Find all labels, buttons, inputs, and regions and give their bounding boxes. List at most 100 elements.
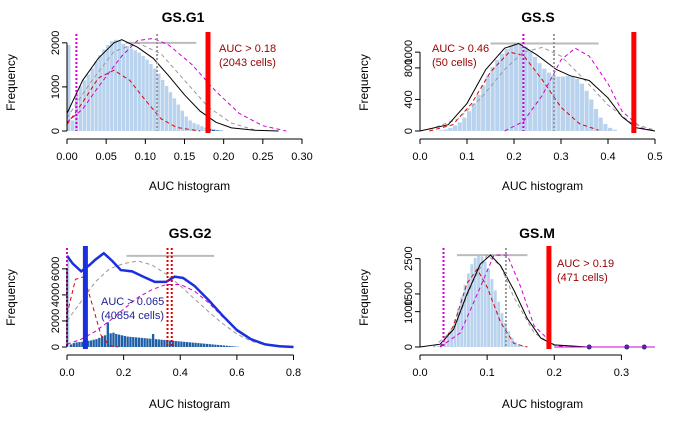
histogram-bar xyxy=(112,332,115,347)
histogram-bar xyxy=(234,346,237,347)
x-tick-label: 0.2 xyxy=(116,367,131,379)
histogram-bar xyxy=(194,342,197,347)
histogram-bar xyxy=(503,322,507,347)
histogram-bar xyxy=(448,127,453,131)
fit-curve xyxy=(429,46,656,131)
histogram-bar xyxy=(149,63,153,132)
histogram-bar xyxy=(514,43,519,131)
histogram-bar xyxy=(499,53,505,131)
histogram-bar xyxy=(140,337,143,347)
histogram-bar xyxy=(222,345,226,347)
threshold-annotation: AUC > 0.18 xyxy=(219,43,276,55)
histogram-bar xyxy=(74,93,79,131)
density-curve xyxy=(66,39,279,132)
histogram-bar xyxy=(157,339,160,347)
y-tick-label: 0 xyxy=(403,344,415,350)
histogram-bar xyxy=(114,39,118,132)
histogram-bar xyxy=(485,75,490,131)
histogram-bar xyxy=(514,342,517,347)
histogram-bar xyxy=(528,51,533,131)
x-tick-label: 0.2 xyxy=(506,151,521,163)
histogram-bar xyxy=(168,340,172,347)
threshold-count-annotation: (50 cells) xyxy=(432,57,477,69)
histogram-bar xyxy=(612,129,617,131)
x-tick-label: 0.10 xyxy=(135,151,156,163)
histogram-bar xyxy=(154,339,158,347)
histogram-bar xyxy=(438,130,443,131)
histogram-bar xyxy=(151,333,155,347)
x-tick-label: 0.1 xyxy=(479,367,494,379)
histogram-bar xyxy=(180,341,183,347)
histogram-bar xyxy=(86,340,90,347)
y-tick-label: 1000 xyxy=(403,40,415,64)
fit-curve xyxy=(429,51,599,132)
histogram-bar xyxy=(86,74,90,131)
histogram-bar xyxy=(132,337,135,347)
histogram-bar xyxy=(196,124,200,131)
histogram-bar xyxy=(225,345,228,347)
histogram-bar xyxy=(575,78,580,131)
histogram-bar xyxy=(129,48,134,131)
histogram-bar xyxy=(69,344,73,347)
threshold-count-annotation: (471 cells) xyxy=(557,272,608,284)
histogram-bar xyxy=(191,342,194,347)
y-tick-label: 0 xyxy=(50,128,62,134)
histogram-bar xyxy=(457,122,462,131)
histogram-bar xyxy=(106,322,109,347)
histogram-bar xyxy=(215,130,220,131)
histogram-bar xyxy=(517,344,521,347)
histogram-bar xyxy=(161,79,165,131)
histogram-bar xyxy=(95,339,98,347)
histogram-bar xyxy=(98,337,101,347)
histogram-bar xyxy=(145,59,149,131)
histogram-bar xyxy=(546,72,552,131)
y-axis-label: Frequency xyxy=(357,54,371,111)
histogram-bar xyxy=(92,339,95,347)
histogram-bar xyxy=(172,98,177,131)
histogram-bar xyxy=(125,45,130,131)
histogram-bar xyxy=(584,90,589,131)
histogram-bar xyxy=(103,335,107,347)
histogram-bar xyxy=(481,85,486,131)
histogram-bar xyxy=(153,68,157,131)
histogram-bar xyxy=(471,103,476,131)
histogram-bar xyxy=(90,68,94,131)
histogram-bar xyxy=(102,49,106,131)
y-tick-label: 800 xyxy=(403,59,415,77)
x-tick-label: 0.1 xyxy=(459,151,474,163)
histogram-bar xyxy=(497,301,501,347)
histogram-bar xyxy=(200,343,203,347)
histogram-bar xyxy=(589,99,594,131)
histogram-bar xyxy=(78,86,83,131)
y-tick-label: 2000 xyxy=(50,309,62,333)
histogram-bar xyxy=(490,67,495,131)
histogram-bar xyxy=(593,108,599,131)
y-tick-label: 4000 xyxy=(50,283,62,307)
y-tick-label: 1500 xyxy=(403,282,415,306)
x-tick-label: 0.20 xyxy=(213,151,234,163)
histogram-bar xyxy=(477,255,480,347)
histogram-bar xyxy=(188,342,192,347)
histogram-bar xyxy=(67,45,71,131)
histogram-bar xyxy=(443,340,447,347)
x-axis-label: AUC histogram xyxy=(149,397,230,411)
histogram-bar xyxy=(473,257,477,347)
histogram-bar xyxy=(123,335,126,347)
histogram-bar xyxy=(470,264,474,347)
histogram-bar xyxy=(98,55,102,131)
histogram-bar xyxy=(168,92,173,131)
histogram-bar xyxy=(463,284,467,347)
x-tick-label: 0.4 xyxy=(600,151,615,163)
histogram-bar xyxy=(129,336,132,347)
histogram-bar xyxy=(94,61,98,132)
histogram-bar xyxy=(81,341,84,347)
histogram-bar xyxy=(217,344,220,347)
histogram-bar xyxy=(110,41,114,131)
histogram-bar xyxy=(192,123,196,131)
histogram-bar xyxy=(146,338,149,347)
histogram-bar xyxy=(171,340,175,347)
histogram-bar xyxy=(608,127,613,131)
histogram-bar xyxy=(476,94,481,131)
